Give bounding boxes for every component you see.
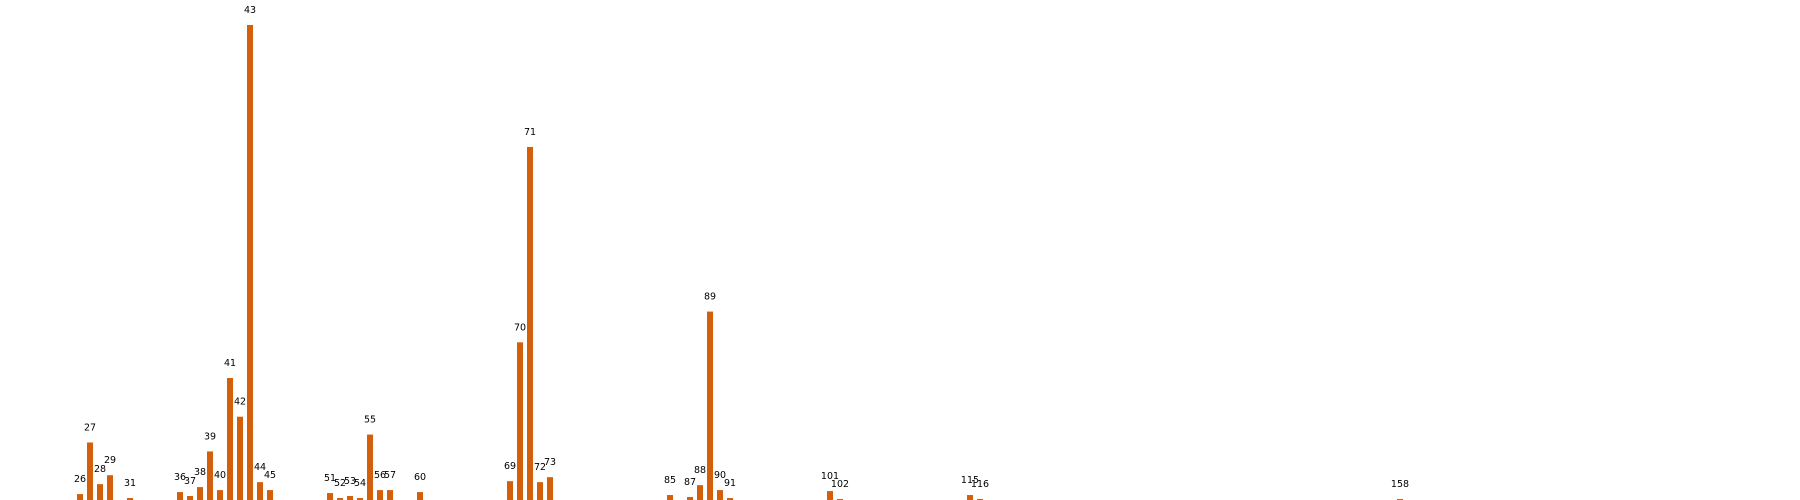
bar-87 xyxy=(687,497,693,500)
bar-43 xyxy=(247,24,253,500)
bar-88 xyxy=(697,485,703,500)
bar-label-38: 38 xyxy=(194,467,206,478)
bar-label-101: 101 xyxy=(821,471,839,482)
bar-label-115: 115 xyxy=(961,475,979,486)
bar-label-54: 54 xyxy=(354,478,366,489)
bar-57 xyxy=(387,490,393,500)
bar-37 xyxy=(187,496,193,500)
bar-42 xyxy=(237,416,243,500)
bar-69 xyxy=(507,481,513,500)
bar-label-91: 91 xyxy=(724,478,736,489)
bar-label-26: 26 xyxy=(74,474,86,485)
bar-label-29: 29 xyxy=(104,455,116,466)
bar-36 xyxy=(177,492,183,500)
bar-label-36: 36 xyxy=(174,472,186,483)
bar-label-40: 40 xyxy=(214,470,226,481)
bar-label-90: 90 xyxy=(714,470,726,481)
bar-72 xyxy=(537,482,543,500)
bar-label-51: 51 xyxy=(324,473,336,484)
bar-56 xyxy=(377,490,383,500)
bar-label-53: 53 xyxy=(344,476,356,487)
bar-label-52: 52 xyxy=(334,478,346,489)
bar-39 xyxy=(207,451,213,500)
bar-label-42: 42 xyxy=(234,397,246,408)
bar-44 xyxy=(257,482,263,500)
bar-label-43: 43 xyxy=(244,5,256,16)
bar-27 xyxy=(87,442,93,500)
bar-label-69: 69 xyxy=(504,461,516,472)
bar-85 xyxy=(667,495,673,500)
bar-70 xyxy=(517,342,523,500)
bar-label-39: 39 xyxy=(204,431,216,442)
bar-71 xyxy=(527,146,533,500)
bar-label-73: 73 xyxy=(544,457,556,468)
bar-label-56: 56 xyxy=(374,470,386,481)
bar-label-55: 55 xyxy=(364,415,376,426)
bar-label-89: 89 xyxy=(704,292,716,303)
bar-label-45: 45 xyxy=(264,470,276,481)
bar-label-44: 44 xyxy=(254,462,266,473)
bar-label-72: 72 xyxy=(534,462,546,473)
bar-53 xyxy=(347,496,353,500)
bar-label-85: 85 xyxy=(664,475,676,486)
bar-label-70: 70 xyxy=(514,322,526,333)
bar-29 xyxy=(107,475,113,500)
bar-label-116: 116 xyxy=(971,479,989,490)
bar-31 xyxy=(127,498,133,500)
bar-26 xyxy=(77,494,83,500)
bar-label-57: 57 xyxy=(384,470,396,481)
bar-label-71: 71 xyxy=(524,127,536,138)
bar-60 xyxy=(417,492,423,500)
bar-51 xyxy=(327,493,333,500)
bar-101 xyxy=(827,491,833,500)
bar-52 xyxy=(337,498,343,500)
bar-54 xyxy=(357,498,363,500)
bar-28 xyxy=(97,484,103,500)
bar-label-102: 102 xyxy=(831,479,849,490)
bars-layer xyxy=(77,24,1403,500)
bar-label-37: 37 xyxy=(184,476,196,487)
bar-73 xyxy=(547,477,553,500)
bar-41 xyxy=(227,378,233,500)
bar-89 xyxy=(707,311,713,500)
bar-90 xyxy=(717,490,723,500)
bar-40 xyxy=(217,490,223,500)
bar-label-41: 41 xyxy=(224,358,236,369)
bar-45 xyxy=(267,490,273,500)
bar-label-87: 87 xyxy=(684,477,696,488)
bar-label-88: 88 xyxy=(694,465,706,476)
bar-55 xyxy=(367,434,373,500)
bar-label-28: 28 xyxy=(94,464,106,475)
bar-91 xyxy=(727,498,733,500)
bar-label-27: 27 xyxy=(84,422,96,433)
bar-115 xyxy=(967,495,973,500)
bar-label-60: 60 xyxy=(414,472,426,483)
bar-label-31: 31 xyxy=(124,478,136,489)
bar-38 xyxy=(197,487,203,500)
bar-label-158: 158 xyxy=(1391,479,1409,490)
